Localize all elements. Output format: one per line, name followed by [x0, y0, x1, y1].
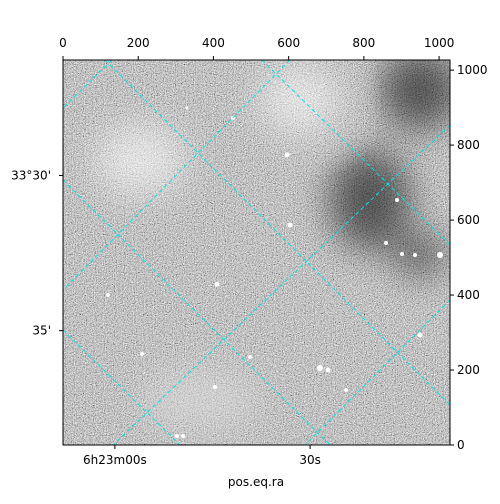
top-tick-label: 0: [59, 36, 67, 50]
coordinate-grid: [63, 60, 450, 445]
right-tick-label: 200: [457, 363, 480, 377]
right-tick-label: 1000: [457, 63, 488, 77]
top-tick-label: 1000: [424, 36, 455, 50]
ra-tick-label: 6h23m00s: [83, 453, 147, 467]
top-tick-label: 400: [202, 36, 225, 50]
sky-image: [63, 60, 450, 445]
ra-tick-label: 30s: [299, 453, 321, 467]
axes-frame: [62, 59, 451, 446]
right-tick-label: 600: [457, 213, 480, 227]
x-axis-label: pos.eq.ra: [228, 475, 284, 489]
dec-tick-label: 33°30': [11, 168, 51, 182]
dec-tick-label: 35': [32, 324, 51, 338]
top-tick-label: 200: [127, 36, 150, 50]
right-tick-label: 800: [457, 138, 480, 152]
right-tick-label: 400: [457, 288, 480, 302]
top-tick-label: 600: [277, 36, 300, 50]
top-tick-label: 800: [352, 36, 375, 50]
right-tick-label: 0: [457, 438, 465, 452]
